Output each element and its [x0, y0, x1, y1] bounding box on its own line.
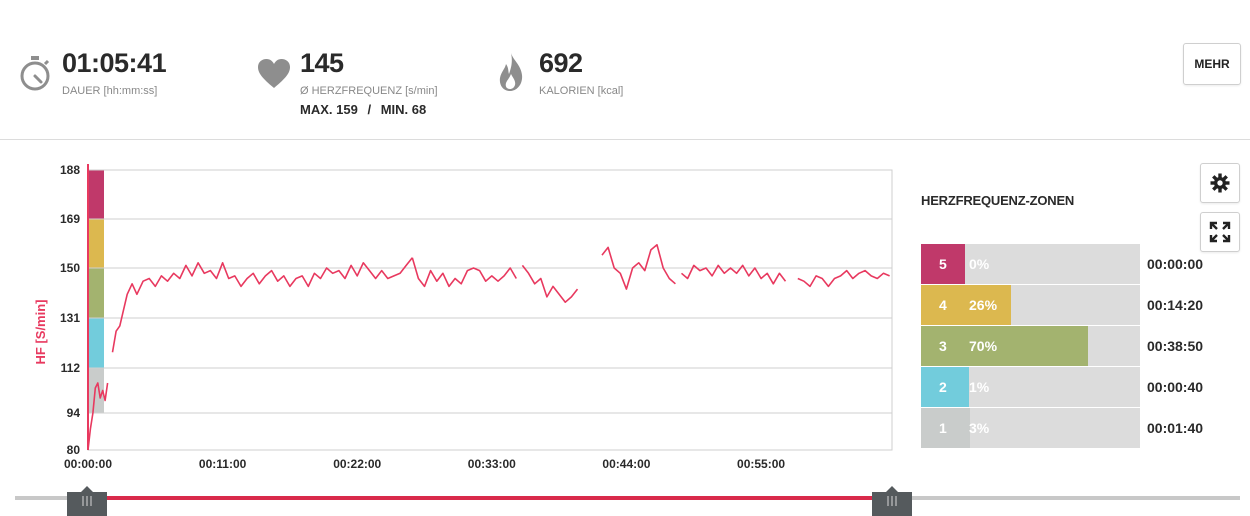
zones-title: HERZFREQUENZ-ZONEN	[921, 193, 1075, 208]
settings-button[interactable]	[1200, 163, 1240, 203]
zone-band-1	[88, 368, 104, 413]
summary-header: 01:05:41 DAUER [hh:mm:ss] 145 Ø HERZFREQ…	[0, 0, 1250, 140]
zone-percent: 3%	[969, 420, 990, 436]
zone-bar-track: 0%	[965, 244, 1140, 284]
x-tick-label: 00:44:00	[602, 457, 650, 471]
y-axis-ticks: 188 169 150 131 112 94 80	[60, 163, 80, 457]
zone-time: 00:14:20	[1147, 297, 1204, 313]
y-tick-label: 94	[67, 406, 81, 420]
heart-rate-line-segment	[87, 382, 109, 451]
slider-selected-range	[87, 496, 892, 500]
duration-stat: 01:05:41 DAUER [hh:mm:ss]	[18, 48, 218, 108]
calories-value: 692	[539, 48, 583, 78]
heart-rate-stat: 145 Ø HERZFREQUENZ [s/min] MAX. 159 / MI…	[257, 48, 487, 123]
fullscreen-icon	[1209, 221, 1231, 243]
zone-number: 4	[921, 285, 965, 325]
heart-rate-line-segment	[797, 269, 890, 288]
zone-bar-fill	[965, 285, 1011, 325]
zone-row-5: 5 0% 00:00:00	[921, 244, 1241, 284]
zone-row-4: 4 26% 00:14:20	[921, 285, 1241, 325]
zone-percent: 70%	[969, 338, 998, 354]
duration-label: DAUER [hh:mm:ss]	[62, 85, 158, 97]
duration-value: 01:05:41	[62, 48, 167, 78]
zone-percent: 26%	[969, 297, 998, 313]
x-tick-label: 00:22:00	[333, 457, 381, 471]
heart-icon	[258, 59, 290, 88]
zone-band-5	[88, 170, 104, 219]
x-tick-label: 00:00:00	[64, 457, 112, 471]
zone-number: 3	[921, 326, 965, 366]
x-axis-ticks: 00:00:00 00:11:00 00:22:00 00:33:00 00:44:00…	[64, 457, 785, 471]
zone-number-label: 5	[939, 256, 947, 272]
max-heart-rate: MAX. 159	[300, 102, 358, 117]
heart-rate-label: Ø HERZFREQUENZ [s/min]	[300, 85, 438, 97]
heart-rate-series	[87, 244, 890, 451]
zone-bar-fill	[965, 326, 1088, 366]
zone-number-label: 4	[939, 297, 947, 313]
zone-bar-track: 1%	[965, 367, 1140, 407]
zone-number: 1	[921, 408, 965, 448]
y-tick-label: 131	[60, 311, 80, 325]
x-tick-label: 00:11:00	[199, 457, 247, 471]
y-tick-label: 80	[67, 443, 81, 457]
zone-row-1: 1 3% 00:01:40	[921, 408, 1241, 448]
fullscreen-button[interactable]	[1200, 212, 1240, 252]
heart-rate-minmax: MAX. 159 / MIN. 68	[300, 102, 426, 117]
zone-band-2	[88, 318, 104, 368]
zone-row-2: 2 1% 00:00:40	[921, 367, 1241, 407]
zone-band-4	[88, 219, 104, 268]
slider-handle-end[interactable]	[872, 486, 912, 516]
zone-bar-fill	[965, 367, 969, 407]
zone-number: 5	[921, 244, 965, 284]
more-button[interactable]: MEHR	[1183, 43, 1241, 85]
zone-number: 2	[921, 367, 965, 407]
zone-number-label: 3	[939, 338, 947, 354]
chart-grid	[87, 164, 893, 451]
zone-bands	[88, 170, 104, 413]
y-tick-label: 188	[60, 163, 80, 177]
calories-stat: 692 KALORIEN [kcal]	[497, 48, 697, 108]
slider-handle-start[interactable]	[67, 486, 107, 516]
heart-rate-line-segment	[680, 264, 787, 285]
heart-rate-line-segment	[521, 264, 579, 303]
heart-rate-line-segment	[411, 257, 517, 288]
zone-number-label: 1	[939, 420, 947, 436]
zone-time: 00:01:40	[1147, 420, 1204, 436]
flame-icon	[499, 53, 523, 91]
heart-rate-line-segment	[111, 257, 413, 353]
calories-label: KALORIEN [kcal]	[539, 85, 624, 97]
zone-percent: 1%	[969, 379, 990, 395]
zone-bar-fill	[965, 408, 971, 448]
zone-percent: 0%	[969, 256, 990, 272]
minmax-separator: /	[367, 102, 372, 117]
zone-number-label: 2	[939, 379, 947, 395]
gear-icon	[1210, 173, 1230, 193]
zone-bar-track: 26%	[965, 285, 1140, 325]
time-range-slider[interactable]	[0, 480, 1250, 516]
heart-rate-line-segment	[601, 244, 676, 290]
zone-time: 00:00:00	[1147, 256, 1204, 272]
plot-frame	[87, 169, 893, 451]
min-heart-rate: MIN. 68	[380, 102, 427, 117]
x-tick-label: 00:33:00	[468, 457, 516, 471]
y-axis-label: HF [S/min]	[33, 300, 48, 365]
zone-band-3	[88, 268, 104, 318]
zone-time: 00:00:40	[1147, 379, 1204, 395]
y-tick-label: 169	[60, 212, 80, 226]
y-tick-label: 150	[60, 261, 80, 275]
y-tick-label: 112	[61, 361, 81, 375]
stopwatch-icon	[20, 56, 50, 91]
x-tick-label: 00:55:00	[737, 457, 785, 471]
heart-rate-value: 145	[300, 48, 344, 78]
zone-time: 00:38:50	[1147, 338, 1204, 354]
zone-row-3: 3 70% 00:38:50	[921, 326, 1241, 366]
zone-bar-track: 3%	[965, 408, 1140, 448]
zone-bar-track: 70%	[965, 326, 1140, 366]
heart-rate-chart[interactable]: 188 169 150 131 112 94 80 00:00:00 00:11:00 00:2…	[0, 150, 905, 475]
